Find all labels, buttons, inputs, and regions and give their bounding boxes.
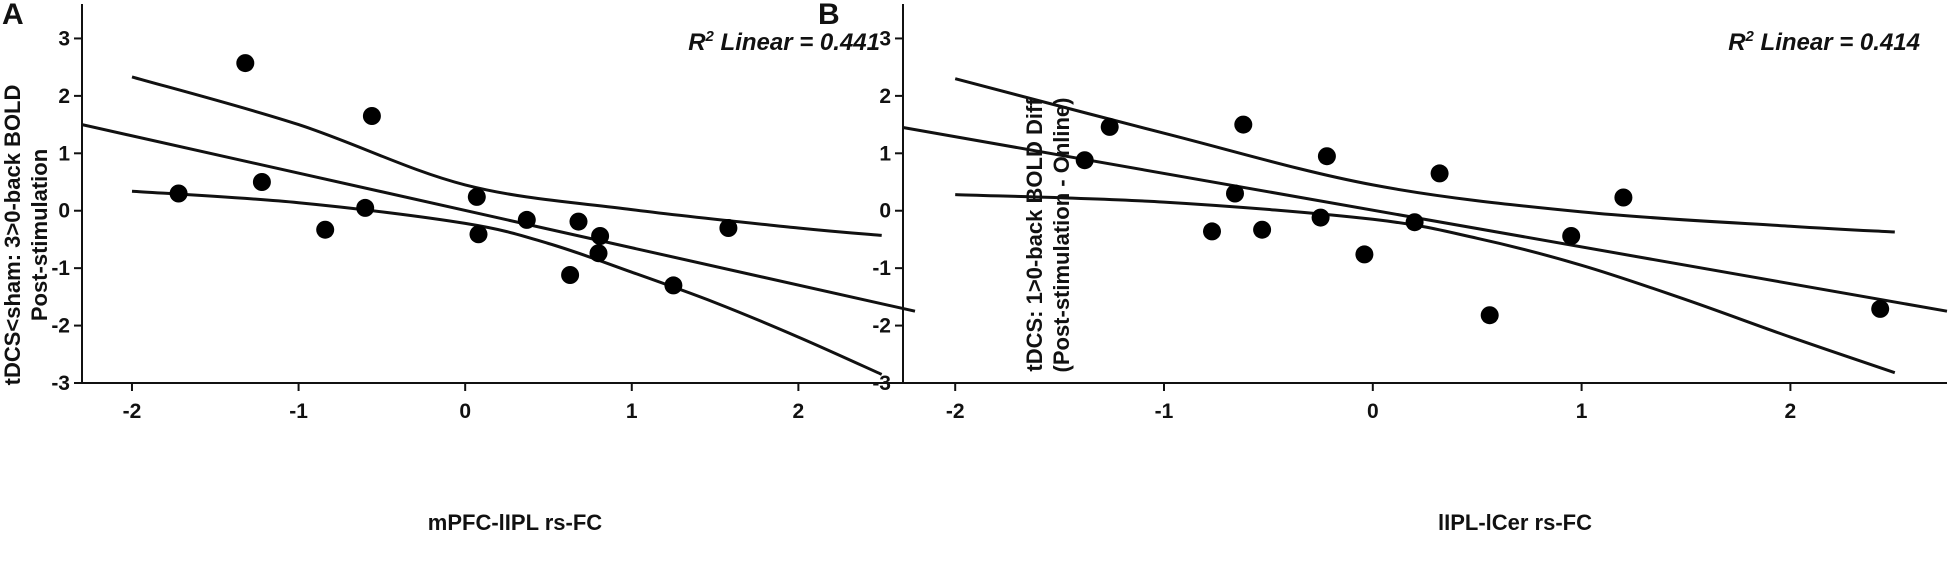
panel-a-data-point [236,54,255,73]
panel-b-data-point [1311,208,1330,227]
panel-b-y-tick-label: -3 [872,372,891,395]
panel-b-data-point [1430,164,1449,183]
panel-a-y-tick-label: -3 [51,372,70,395]
panel-b-y-axis-label-line-2: (Post-stimulation - Online) [1049,98,1074,373]
panel-b-data-point [1075,151,1094,170]
panel-b-y-tick-label: 0 [879,200,891,223]
panel-b-data-point [1562,227,1581,245]
panel-b-x-tick-label: 0 [1367,400,1379,423]
panel-a-data-point [252,173,271,191]
panel-b-x-tick-label: 1 [1576,400,1588,423]
panel-a-data-point [517,210,536,229]
panel-b-letter: B [818,0,840,31]
panel-a-x-tick-label: 0 [459,400,471,423]
panel-b-data-point [1355,245,1374,264]
panel-b-y-axis-label-line-1: tDCS: 1>0-back BOLD Diff [1022,98,1047,372]
panel-b-ci-upper-band [954,77,1895,234]
panel-a-x-tick-label: 1 [626,400,638,423]
panel-a-data-point [316,220,335,239]
panel-a-data-point [467,187,486,206]
panel-a-r2-annotation: R2 Linear = 0.441 [688,28,880,56]
panel-a-data-point [469,225,488,244]
panel-b-x-tick-label: -2 [946,400,965,423]
panel-a-y-tick-label: 1 [58,142,70,165]
panel-a-data-point [561,266,580,284]
panel-b-data-point [1480,306,1499,325]
panel-a-x-tick-label: -2 [123,400,142,423]
panel-b: B R2 Linear = 0.414 tDCS: 1>0-back BOLD … [818,0,1948,535]
panel-a-y-tick-label: -2 [51,315,70,338]
panel-b-data-point [1253,220,1272,239]
panel-a-data-point [569,212,588,231]
panel-b-r2-annotation: R2 Linear = 0.414 [1728,28,1920,56]
panel-a-y-tick-label: -1 [51,257,70,280]
panel-a-data-point [719,219,738,237]
panel-a-data-point [664,276,683,295]
panel-b-data-point [1405,213,1424,232]
panel-b-data-point [1203,222,1221,241]
panel-b-data-point [1226,184,1244,203]
panel-b-y-tick-label: -2 [872,315,891,338]
panel-a: A R2 Linear = 0.441 tDCS<sham: 3>0-back … [0,0,916,535]
panel-a-data-point [169,184,188,203]
panel-a-letter: A [2,0,24,31]
panel-a-y-tick-label: 3 [58,27,70,50]
panel-b-y-tick-label: 1 [879,142,891,165]
panel-b-ci-lower-band [955,193,1896,375]
panel-b-data-point [1614,188,1633,207]
panel-a-y-axis-label-line-1: tDCS<sham: 3>0-back BOLD [0,85,25,386]
panel-a-y-tick-label: 0 [58,200,70,223]
panel-b-data-point [1100,117,1119,136]
panel-a-y-tick-label: 2 [58,85,70,108]
panel-b-x-tick-label: -1 [1155,400,1174,423]
panel-a-x-tick-label: 2 [793,400,805,423]
panel-b-x-tick-label: 2 [1785,400,1797,423]
panel-b-data-point [1317,147,1336,166]
panel-a-data-point [591,227,610,245]
panel-b-data-point [1234,115,1253,134]
panel-b-y-tick-label: 3 [879,27,891,50]
panel-a-ci-lower-band [131,189,883,376]
panel-b-y-tick-label: 2 [879,85,891,108]
panel-a-x-axis-label: mPFC-lIPL rs-FC [428,510,603,535]
panel-a-data-point [356,198,375,217]
panel-b-data-point [1871,299,1890,318]
panel-a-regression-line [81,123,916,313]
panel-a-x-tick-label: -1 [289,400,308,423]
panel-a-ci-upper-band [131,75,882,237]
panel-b-x-axis-label: lIPL-lCer rs-FC [1438,510,1592,535]
panel-a-data-point [362,107,381,125]
panel-a-data-point [589,244,608,263]
panel-a-y-axis-label-line-2: Post-stimulation [27,149,52,321]
panel-b-y-tick-label: -1 [872,257,891,280]
